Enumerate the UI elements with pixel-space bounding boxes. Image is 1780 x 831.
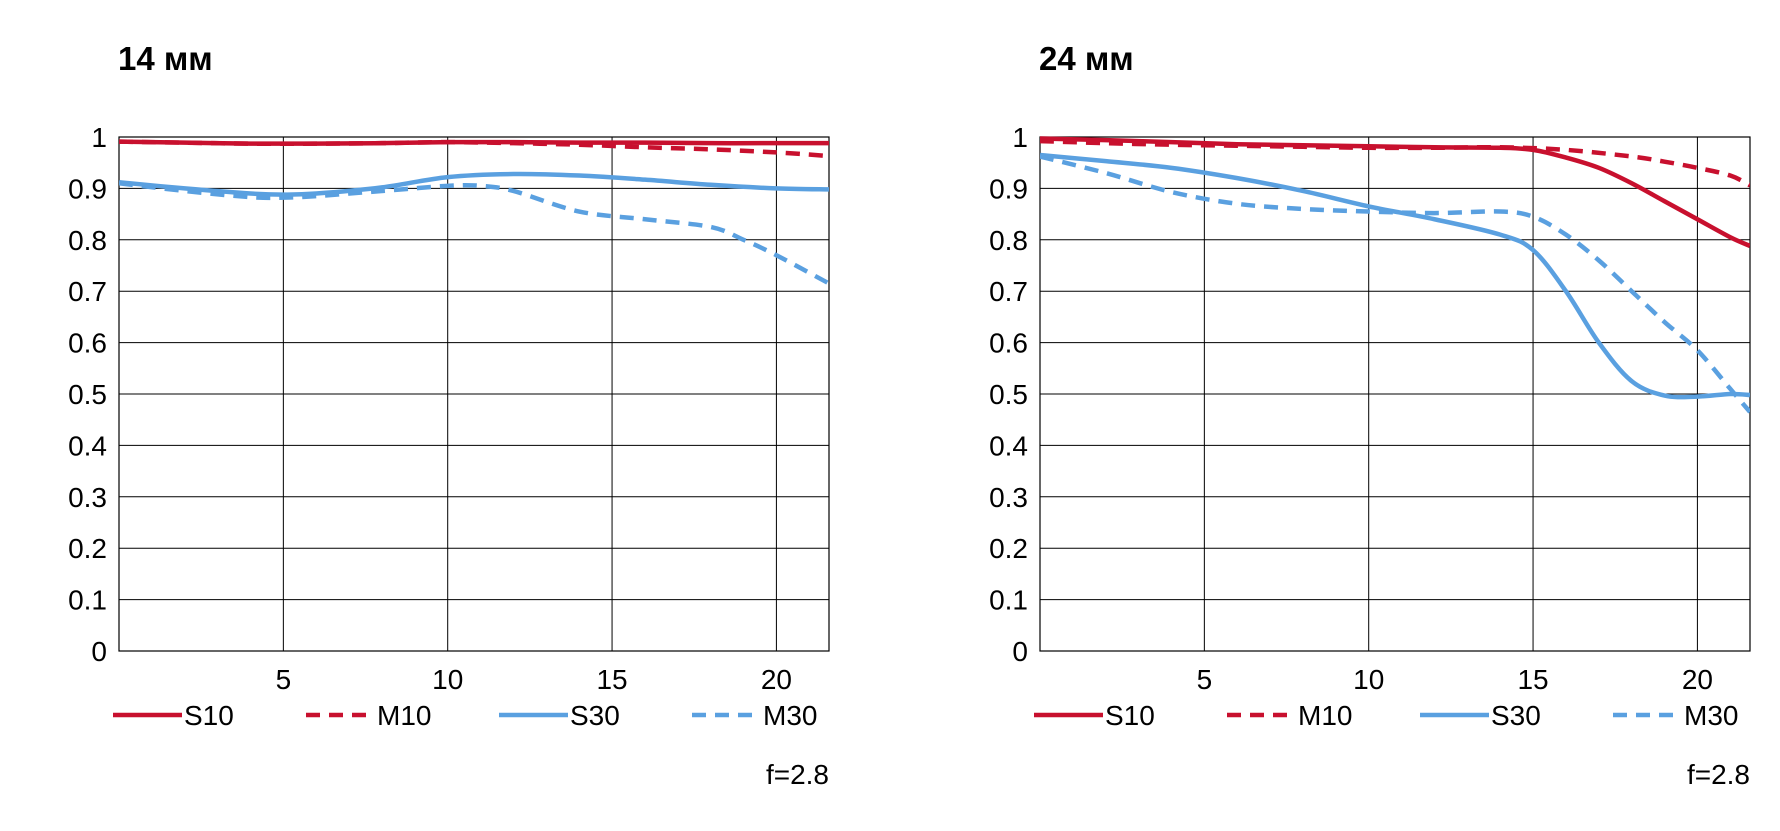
chart-title: 14 мм — [118, 40, 213, 77]
x-tick-label: 5 — [1197, 664, 1213, 695]
series-line-m30 — [119, 181, 829, 286]
y-tick-label: 0.3 — [68, 482, 107, 513]
series-line-s10 — [1040, 136, 1750, 249]
aperture-note: f=2.8 — [766, 759, 829, 790]
series-line-m10 — [1040, 138, 1750, 188]
y-tick-label: 1 — [91, 122, 107, 153]
x-tick-label: 15 — [1517, 664, 1548, 695]
chart-title: 24 мм — [1039, 40, 1134, 77]
y-tick-label: 0.6 — [989, 328, 1028, 359]
legend-label-s10: S10 — [184, 700, 234, 731]
x-tick-label: 10 — [1353, 664, 1384, 695]
y-tick-label: 0.1 — [68, 585, 107, 616]
aperture-note: f=2.8 — [1687, 759, 1750, 790]
y-tick-label: 0.4 — [68, 430, 107, 461]
legend-label-m10: M10 — [377, 700, 431, 731]
series-line-s30 — [1040, 152, 1750, 400]
y-tick-label: 0.2 — [989, 533, 1028, 564]
y-tick-label: 0.7 — [989, 276, 1028, 307]
legend-label-s30: S30 — [570, 700, 620, 731]
y-tick-label: 0.5 — [989, 379, 1028, 410]
legend-label-m30: M30 — [1684, 700, 1738, 731]
y-tick-label: 0 — [1012, 636, 1028, 667]
series-line-m10 — [119, 139, 829, 159]
x-tick-label: 15 — [596, 664, 627, 695]
y-tick-label: 0.2 — [68, 533, 107, 564]
y-tick-label: 1 — [1012, 122, 1028, 153]
legend-label-m10: M10 — [1298, 700, 1352, 731]
x-tick-label: 5 — [276, 664, 292, 695]
legend-label-s30: S30 — [1491, 700, 1541, 731]
x-tick-label: 20 — [761, 664, 792, 695]
series-line-s30 — [119, 171, 829, 197]
y-tick-label: 0.4 — [989, 430, 1028, 461]
y-tick-label: 0.6 — [68, 328, 107, 359]
legend-label-s10: S10 — [1105, 700, 1155, 731]
y-tick-label: 0.9 — [989, 173, 1028, 204]
y-tick-label: 0.9 — [68, 173, 107, 204]
legend-label-m30: M30 — [763, 700, 817, 731]
y-tick-label: 0.3 — [989, 482, 1028, 513]
y-tick-label: 0 — [91, 636, 107, 667]
x-tick-label: 10 — [432, 664, 463, 695]
y-tick-label: 0.7 — [68, 276, 107, 307]
y-tick-label: 0.8 — [68, 225, 107, 256]
y-tick-label: 0.1 — [989, 585, 1028, 616]
y-tick-label: 0.8 — [989, 225, 1028, 256]
x-tick-label: 20 — [1682, 664, 1713, 695]
y-tick-label: 0.5 — [68, 379, 107, 410]
series-line-m30 — [1040, 154, 1750, 414]
